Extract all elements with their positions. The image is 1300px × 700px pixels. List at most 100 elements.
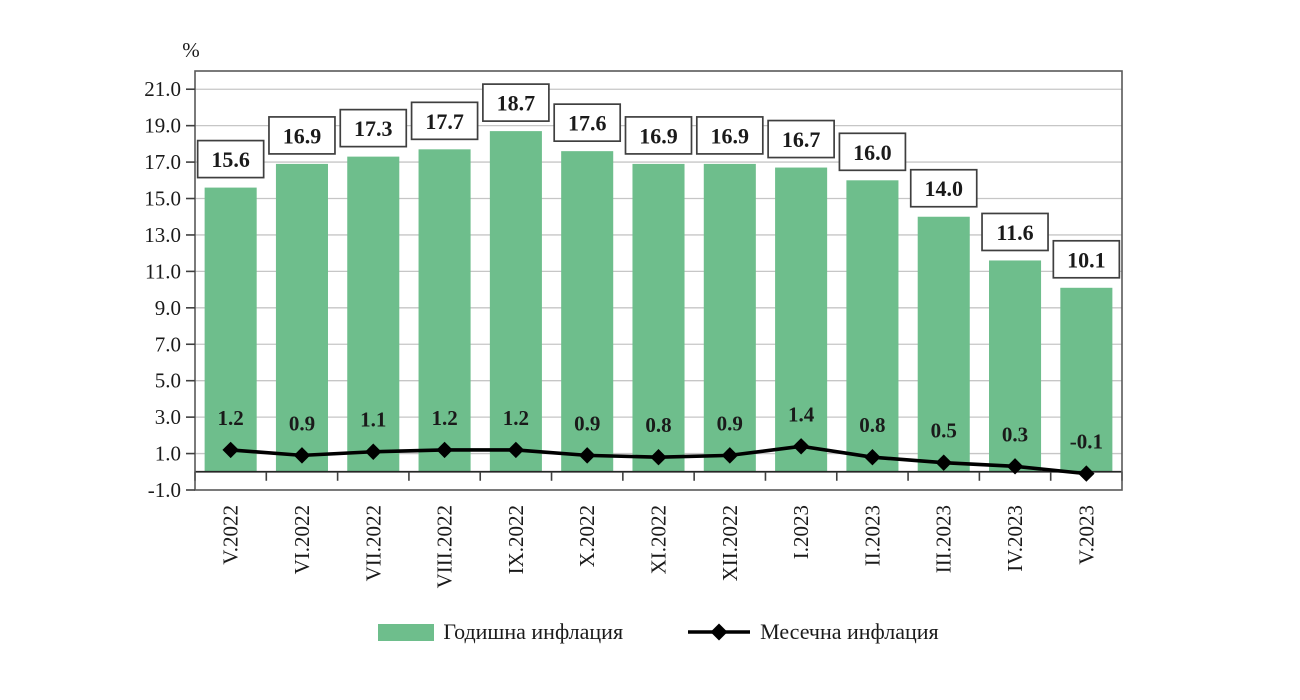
- bar: [846, 180, 899, 472]
- x-axis-category-label: X.2022: [575, 505, 599, 567]
- bar-value-label-box: [268, 116, 336, 155]
- bar: [1060, 287, 1113, 472]
- x-axis-category-label: V.2023: [1074, 505, 1098, 565]
- line-value-label: 0.5: [931, 419, 957, 443]
- bar: [489, 131, 542, 472]
- bar-value-label-box: [339, 108, 408, 148]
- bar: [204, 187, 257, 472]
- bar-value-label: 15.6: [211, 147, 250, 172]
- bar-value-label-box: [838, 132, 907, 172]
- bar-value-label: 16.9: [639, 123, 678, 148]
- line-marker-diamond: [935, 454, 952, 471]
- bar-value-label: 17.7: [425, 109, 464, 134]
- bar-value-label: 16.9: [283, 123, 322, 148]
- bar-value-label-box: [410, 101, 479, 141]
- line-value-label: 1.2: [503, 406, 529, 430]
- bar-value-label: 16.7: [782, 127, 821, 152]
- x-axis-category-label: II.2023: [860, 505, 884, 566]
- x-axis-category-label: VI.2022: [290, 505, 314, 574]
- x-axis-category-label: V.2022: [219, 505, 243, 565]
- bar: [561, 151, 614, 472]
- bar: [775, 167, 828, 472]
- x-axis-category-label: III.2023: [932, 505, 956, 573]
- x-axis-category-label: VIII.2022: [433, 505, 457, 588]
- monthly-inflation-swatch-icon: [688, 623, 751, 641]
- inflation-chart-plot: -1.0 1.0 3.0 5.0 7.0 9.0 11.0 13.0 15.0 17.0 19.0 2…: [144, 38, 1123, 588]
- line-marker-diamond: [792, 438, 810, 455]
- bar-value-label-box: [482, 83, 550, 122]
- line-marker-diamond: [578, 447, 596, 464]
- y-axis-tick-label: 19.0: [144, 114, 181, 138]
- bar-value-label-box: [196, 139, 265, 179]
- bar-value-label: 10.1: [1067, 247, 1106, 272]
- bar-value-label: 11.6: [996, 220, 1033, 245]
- bar: [703, 163, 756, 472]
- bar: [418, 149, 471, 472]
- y-axis-tick-label: 9.0: [155, 296, 181, 320]
- bar-value-label-box: [767, 119, 835, 159]
- y-axis-tick-label: 17.0: [144, 150, 181, 174]
- y-axis-unit-label: %: [182, 38, 200, 62]
- bar-value-label-box: [553, 103, 622, 143]
- legend-label-monthly-inflation: Месечна инфлация: [760, 619, 939, 644]
- x-axis-category-label: XI.2022: [647, 505, 671, 574]
- x-axis-category-label: IV.2023: [1003, 505, 1027, 572]
- line-marker-diamond: [222, 441, 239, 459]
- line-value-label: 0.3: [1002, 422, 1028, 446]
- line-value-label: 1.2: [431, 406, 457, 430]
- y-axis-tick-label: 5.0: [155, 369, 181, 393]
- line-value-label: -0.1: [1070, 430, 1103, 454]
- y-axis-tick-label: 15.0: [144, 187, 181, 211]
- line-value-label: 0.9: [574, 411, 600, 435]
- line-marker-diamond: [436, 441, 453, 459]
- bar-value-label-box: [695, 116, 764, 155]
- line-value-label: 1.1: [360, 408, 386, 432]
- y-axis-tick-label: 13.0: [144, 223, 181, 247]
- annual-inflation-swatch-icon: [378, 623, 435, 641]
- line-value-label: 1.4: [788, 402, 815, 426]
- bar: [632, 163, 685, 472]
- y-axis-tick-label: 11.0: [145, 259, 181, 283]
- line-value-label: 0.9: [289, 411, 315, 435]
- line-marker-diamond: [721, 447, 739, 464]
- y-axis-tick-label: 21.0: [144, 77, 181, 101]
- y-axis-tick-label: -1.0: [148, 478, 181, 502]
- line-value-label: 1.2: [218, 406, 244, 430]
- line-marker-diamond: [1006, 458, 1024, 475]
- bar: [917, 216, 970, 472]
- bar-value-label: 17.3: [354, 116, 393, 141]
- y-axis-tick-label: 1.0: [155, 442, 181, 466]
- bar-value-label: 14.0: [924, 176, 963, 201]
- line-marker-diamond: [293, 447, 311, 464]
- legend-label-annual-inflation: Годишна инфлация: [443, 619, 624, 644]
- bar-value-label: 18.7: [497, 91, 536, 116]
- bar: [347, 156, 400, 472]
- bar: [275, 163, 328, 472]
- line-value-label: 0.8: [645, 413, 671, 437]
- legend-item-monthly-inflation: Месечна инфлация: [687, 619, 939, 645]
- bar-value-label: 16.0: [853, 140, 892, 165]
- line-marker-diamond: [650, 449, 667, 466]
- line-marker-diamond: [864, 449, 881, 466]
- bar-value-label: 16.9: [711, 123, 750, 148]
- line-marker-diamond: [507, 441, 525, 459]
- x-axis-category-label: VII.2022: [361, 505, 385, 581]
- legend-item-annual-inflation: Годишна инфлация: [378, 619, 623, 645]
- line-marker-diamond: [1078, 465, 1095, 482]
- y-axis-tick-label: 3.0: [155, 405, 181, 429]
- bar-value-label: 17.6: [568, 111, 607, 136]
- bar-value-label-box: [981, 212, 1049, 252]
- chart-legend: Годишна инфлация Месечна инфлация: [195, 613, 1122, 651]
- bar-value-label-box: [1052, 239, 1121, 279]
- bar: [989, 260, 1042, 472]
- plot-frame: [194, 70, 1123, 491]
- line-value-label: 0.9: [717, 411, 743, 435]
- x-axis-category-label: XII.2022: [718, 505, 742, 581]
- line-value-label: 0.8: [859, 413, 885, 437]
- line-marker-diamond: [365, 443, 382, 460]
- y-axis-tick-label: 7.0: [155, 332, 181, 356]
- bar-value-label-box: [909, 168, 978, 208]
- bar-value-label-box: [624, 116, 693, 155]
- x-axis-category-label: IX.2022: [504, 505, 528, 574]
